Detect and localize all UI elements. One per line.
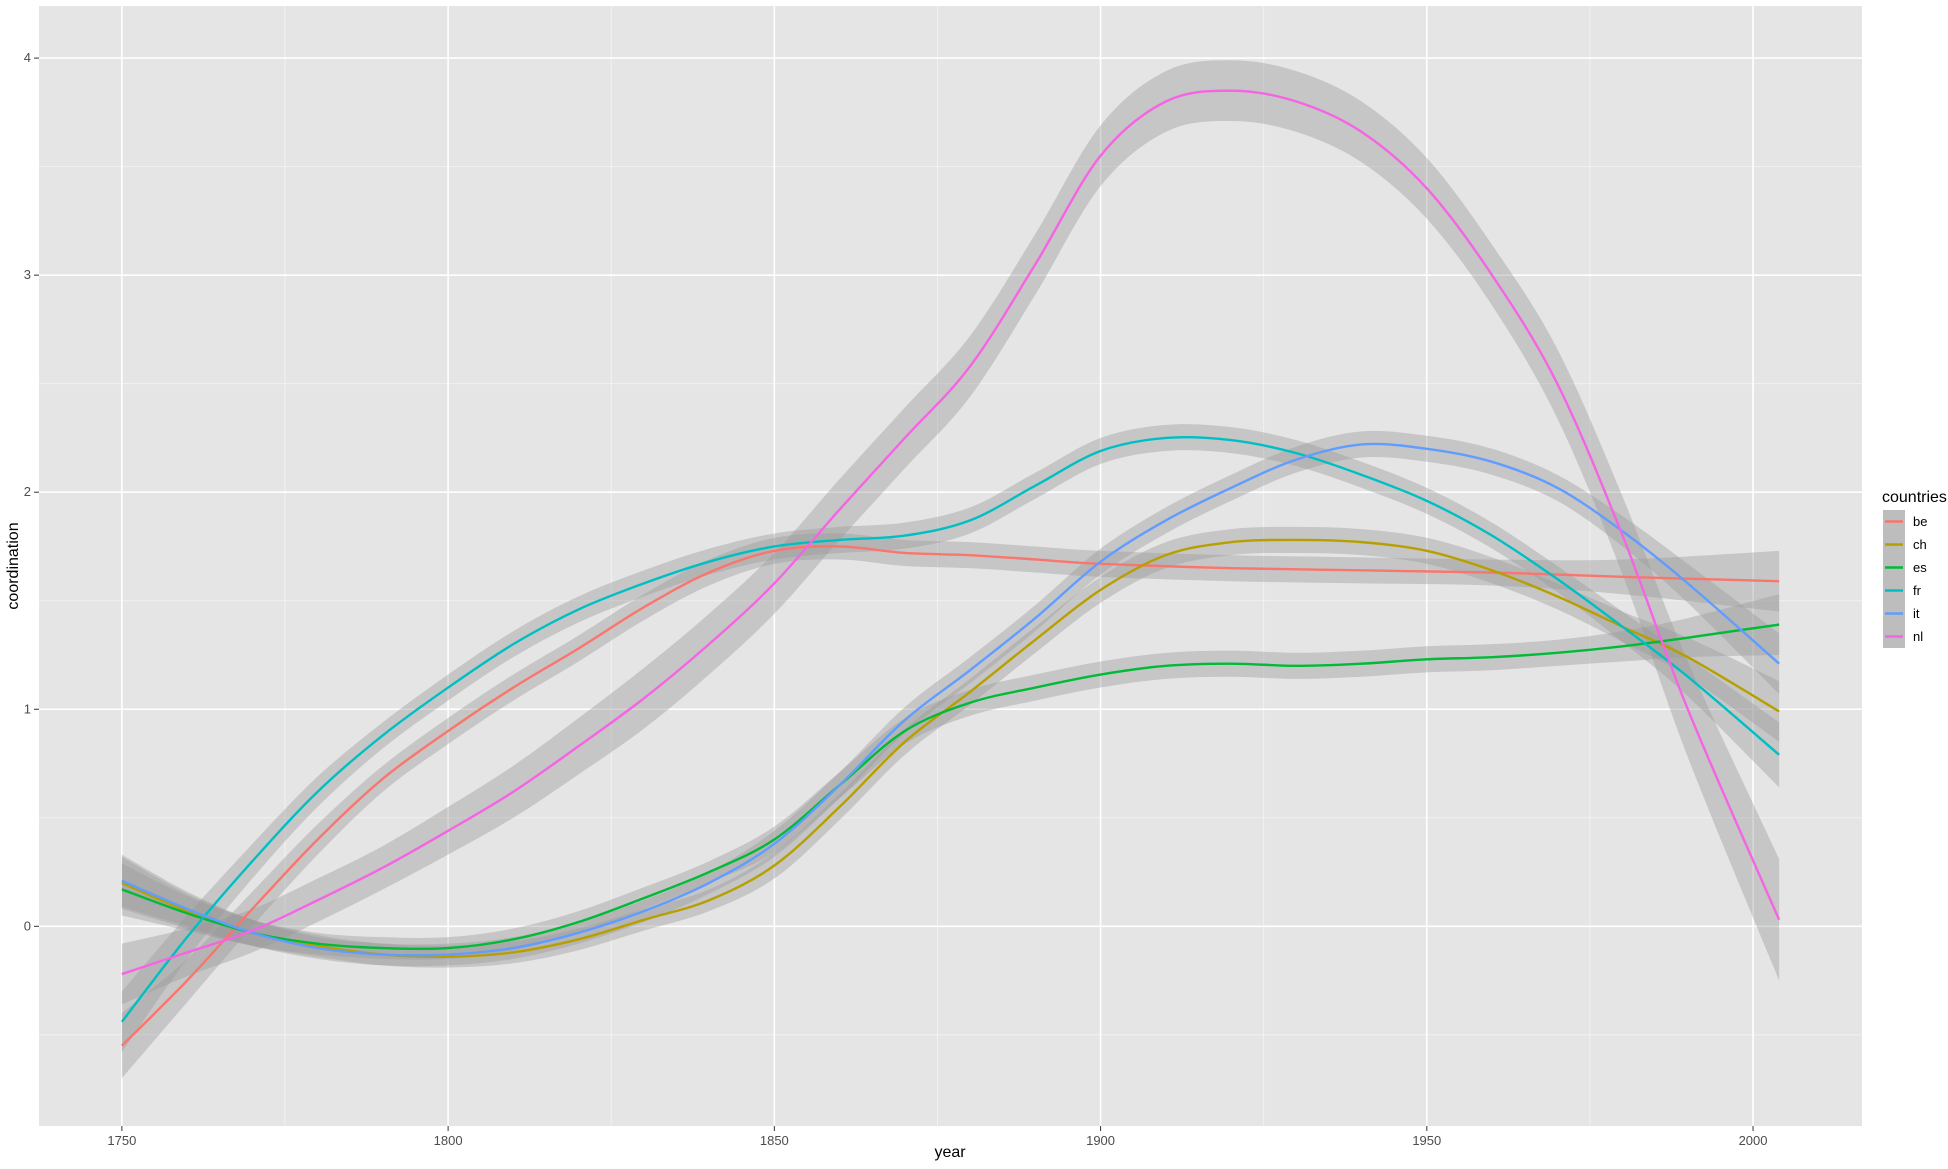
legend-label-es: es: [1913, 560, 1927, 575]
y-tick-label: 0: [24, 918, 31, 933]
major-gridlines: [39, 6, 1862, 1126]
x-tick-label: 1800: [434, 1133, 463, 1148]
series-line-fr: [120, 435, 1780, 1023]
legend-label-be: be: [1913, 514, 1927, 529]
y-axis-ticks: 0 1 2 3 4: [24, 50, 39, 933]
x-axis-ticks: 1750 1800 1850 1900 1950 2000: [107, 1126, 1767, 1148]
legend-label-ch: ch: [1913, 537, 1927, 552]
plot-background: [39, 6, 1862, 1126]
x-axis-title: year: [934, 1144, 966, 1161]
series-line-es: [121, 623, 1780, 951]
y-tick-label: 1: [24, 701, 31, 716]
legend: countries be ch es fr it nl: [1882, 489, 1947, 648]
minor-gridlines: [39, 6, 1862, 1126]
y-axis-title: coordination: [5, 522, 22, 609]
legend-label-fr: fr: [1913, 583, 1922, 598]
x-tick-label: 1850: [760, 1133, 789, 1148]
ribbon-nl: [121, 60, 1780, 1005]
legend-title: countries: [1882, 489, 1947, 506]
y-tick-label: 2: [24, 484, 31, 499]
x-tick-label: 1750: [107, 1133, 136, 1148]
y-tick-label: 3: [24, 267, 31, 282]
series-line-nl: [121, 89, 1781, 976]
series-lines: [120, 89, 1781, 1047]
confidence-ribbons: [121, 60, 1780, 1079]
y-tick-label: 4: [24, 50, 31, 65]
legend-label-nl: nl: [1913, 629, 1923, 644]
series-line-it: [121, 442, 1780, 957]
legend-label-it: it: [1913, 606, 1920, 621]
series-line-be: [121, 545, 1780, 1047]
x-tick-label: 2000: [1739, 1133, 1768, 1148]
x-tick-label: 1950: [1412, 1133, 1441, 1148]
x-tick-label: 1900: [1086, 1133, 1115, 1148]
ribbon-be: [121, 533, 1780, 1079]
